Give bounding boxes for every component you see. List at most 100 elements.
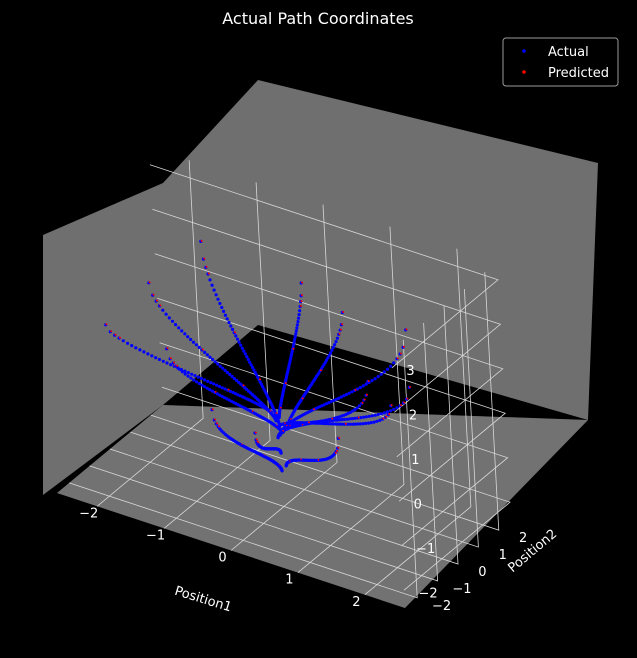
actual-point <box>362 415 366 419</box>
actual-point <box>232 376 236 381</box>
grid-line-z <box>152 208 502 413</box>
predicted-point <box>339 328 342 331</box>
actual-point <box>376 375 380 379</box>
actual-point <box>225 370 229 375</box>
predicted-point <box>313 408 315 411</box>
predicted-point <box>396 357 399 360</box>
predicted-point <box>169 357 172 360</box>
predicted-point <box>214 391 217 393</box>
actual-point <box>379 412 383 416</box>
actual-point <box>235 337 240 341</box>
actual-point <box>372 420 376 424</box>
x-tick-label: −1 <box>146 528 165 543</box>
y-tick-label: 1 <box>499 548 507 563</box>
grid-line-x <box>96 160 204 507</box>
actual-point <box>277 415 281 420</box>
predicted-point <box>320 369 322 372</box>
actual-point <box>334 340 338 344</box>
actual-point <box>334 397 338 401</box>
actual-point <box>230 374 234 379</box>
actual-point <box>220 386 224 390</box>
actual-point <box>189 376 193 380</box>
actual-point <box>376 412 380 417</box>
predicted-point <box>342 311 345 313</box>
predicted-point <box>367 380 370 382</box>
actual-point <box>197 381 201 386</box>
actual-point <box>359 416 363 420</box>
actual-point <box>277 425 281 429</box>
legend: Actual Predicted <box>502 37 619 87</box>
actual-point <box>351 422 355 426</box>
actual-point <box>348 417 352 421</box>
actual-point <box>237 340 241 344</box>
predicted-point <box>300 294 303 297</box>
actual-point <box>382 370 386 374</box>
actual-point <box>194 380 199 384</box>
predicted-point <box>400 404 402 407</box>
actual-point <box>126 341 130 345</box>
actual-point <box>217 384 222 389</box>
predicted-point <box>203 257 206 260</box>
actual-point <box>225 317 229 321</box>
actual-point <box>361 422 365 426</box>
legend-box <box>502 37 619 87</box>
predicted-point <box>390 404 393 407</box>
predicted-point <box>334 451 337 454</box>
actual-point <box>229 324 233 328</box>
actual-point <box>348 422 352 426</box>
actual-point <box>189 337 193 342</box>
predicted-point <box>406 397 409 400</box>
predicted-point <box>354 388 357 391</box>
predicted-point <box>227 388 230 391</box>
actual-point <box>329 400 333 404</box>
predicted-point <box>118 336 121 339</box>
actual-point <box>199 376 204 381</box>
legend-marker-predicted <box>522 70 526 74</box>
actual-point <box>186 374 190 378</box>
actual-point <box>186 371 190 375</box>
actual-point <box>223 387 227 391</box>
actual-point <box>134 346 138 350</box>
grid-line-x <box>364 248 472 596</box>
actual-point <box>367 414 371 418</box>
predicted-point <box>234 331 236 334</box>
predicted-point <box>341 323 344 326</box>
floor-pane <box>57 405 588 608</box>
actual-point <box>212 382 216 386</box>
actual-point <box>237 380 241 384</box>
actual-point <box>208 355 212 359</box>
actual-point <box>208 278 212 282</box>
predicted-point <box>307 421 310 424</box>
actual-point <box>177 326 181 330</box>
predicted-point <box>338 436 341 439</box>
actual-point <box>345 417 349 421</box>
actual-point <box>364 415 368 419</box>
actual-point <box>295 323 299 327</box>
actual-point <box>146 352 150 356</box>
predicted-point <box>200 239 203 242</box>
actual-point <box>194 343 198 347</box>
actual-point <box>214 293 218 297</box>
grid-line-y <box>89 322 439 582</box>
actual-point <box>165 361 169 365</box>
actual-point <box>328 351 333 355</box>
actual-point <box>213 360 217 364</box>
grid-line-x <box>297 226 405 573</box>
grid-line-y <box>69 339 418 599</box>
actual-point <box>356 422 360 426</box>
actual-point <box>180 370 184 374</box>
actual-point <box>221 366 225 370</box>
actual-point <box>370 379 374 383</box>
actual-point <box>208 388 212 392</box>
predicted-point <box>114 333 117 336</box>
predicted-point <box>255 438 258 441</box>
actual-point <box>215 392 219 396</box>
actual-point <box>357 404 361 408</box>
actual-point <box>183 372 187 376</box>
right-pane <box>258 80 598 420</box>
actual-point <box>245 355 249 359</box>
actual-point <box>161 308 165 312</box>
predicted-point <box>205 265 208 268</box>
